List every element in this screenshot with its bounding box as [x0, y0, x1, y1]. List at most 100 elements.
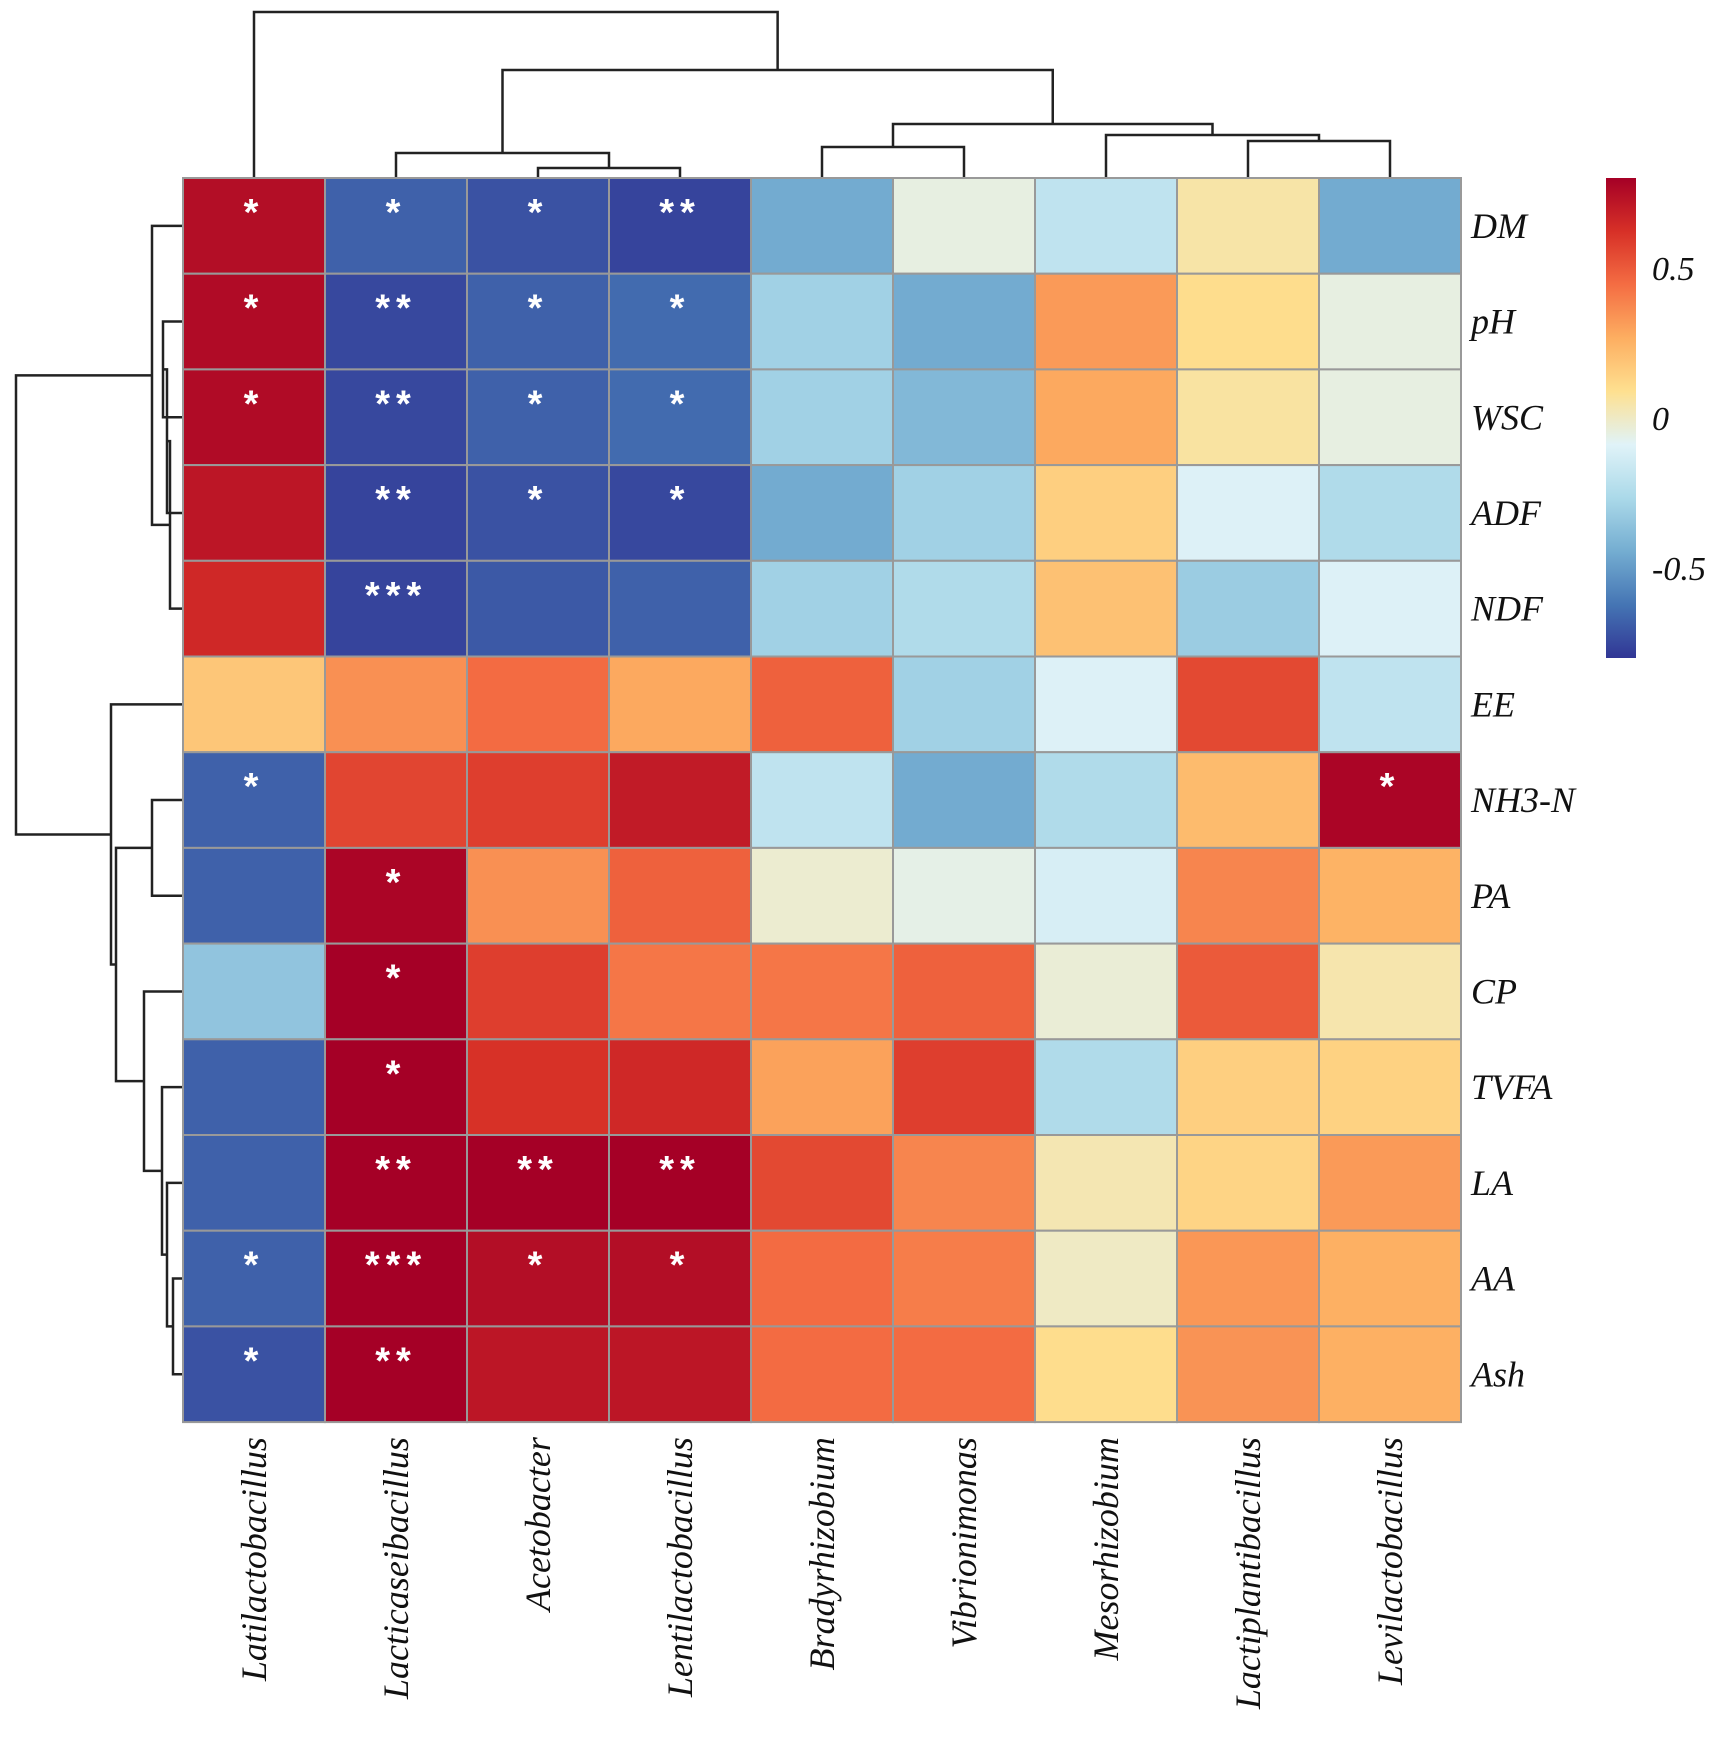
heatmap-cell — [608, 177, 752, 275]
heatmap-cell — [182, 1134, 326, 1232]
heatmap-cell — [324, 272, 468, 371]
row-label: WSC — [1471, 397, 1544, 437]
heatmap-cell — [1034, 464, 1178, 562]
heatmap-cell — [750, 1134, 894, 1232]
dendrogram-branch — [150, 798, 183, 897]
heatmap-cell — [892, 751, 1036, 849]
heatmap-cell — [1318, 1038, 1462, 1137]
heatmap-cell — [750, 368, 894, 467]
dendrogram-branch — [109, 703, 183, 966]
row-label: AA — [1469, 1259, 1516, 1299]
heatmap-cell — [182, 1038, 326, 1137]
heatmap-cell — [1318, 751, 1462, 849]
significance-marker: ** — [659, 192, 701, 234]
heatmap-cell — [608, 1229, 752, 1328]
heatmap-cell — [1318, 464, 1462, 562]
dendrogram-branch — [536, 166, 682, 178]
dendrogram-branch — [160, 1085, 183, 1256]
heatmap-cell — [466, 368, 610, 467]
heatmap-cell — [466, 942, 610, 1041]
heatmap-cell — [1176, 846, 1320, 945]
dendrogram-branch — [14, 374, 152, 836]
significance-marker: * — [670, 288, 691, 330]
dendrogram-branch — [142, 990, 183, 1173]
heatmap-cell — [750, 942, 894, 1041]
heatmap-cell — [466, 1325, 610, 1424]
column-labels: Latilactobacillus Lacticaseibacillus Aceto… — [234, 1436, 1410, 1710]
row-label: NH3-N — [1470, 780, 1577, 820]
heatmap-cell — [466, 751, 610, 849]
heatmap-cell — [182, 1325, 326, 1424]
heatmap-cell — [750, 655, 894, 754]
heatmap-cell — [324, 1325, 468, 1424]
heatmap-cell — [182, 846, 326, 945]
heatmap-cell — [466, 1229, 610, 1328]
heatmap-cell — [892, 1134, 1036, 1232]
heatmap-cell — [750, 272, 894, 371]
heatmap-cell — [608, 1325, 752, 1424]
significance-marker: * — [244, 1340, 265, 1382]
significance-markers: * * * *** ** * ** ** * *** * ***** ****** ** *** *** * **… — [244, 192, 1395, 1382]
dendrogram-branch — [171, 1277, 183, 1376]
significance-marker: * — [244, 766, 265, 808]
column-label: Mesorhizobium — [1086, 1437, 1126, 1661]
heatmap-cell — [1318, 272, 1462, 371]
heatmap-cell — [892, 559, 1036, 658]
dendrogram-branch — [165, 1181, 183, 1328]
significance-marker: ** — [375, 479, 417, 521]
significance-marker: ** — [375, 1340, 417, 1382]
row-label: EE — [1470, 684, 1515, 724]
heatmap-cell — [1034, 942, 1178, 1041]
column-label: Levilactobacillus — [1370, 1437, 1410, 1686]
heatmap-cell — [1034, 1134, 1178, 1232]
significance-marker: * — [386, 192, 407, 234]
heatmap-cell — [1176, 942, 1320, 1041]
heatmap-cell — [750, 1229, 894, 1328]
heatmap-cell — [608, 751, 752, 849]
significance-marker: ** — [517, 1149, 559, 1191]
heatmap-cell — [750, 1038, 894, 1137]
significance-marker: * — [528, 192, 549, 234]
row-label: TVFA — [1471, 1067, 1553, 1107]
heatmap-cell — [892, 655, 1036, 754]
significance-marker: * — [670, 1245, 691, 1287]
heatmap-cell — [1176, 464, 1320, 562]
heatmap-cell — [1034, 368, 1178, 467]
heatmap-cell — [1318, 655, 1462, 754]
heatmap-cell — [324, 655, 468, 754]
row-dendrogram — [14, 224, 183, 1376]
color-legend: 0.5 0 -0.5 — [1606, 178, 1706, 658]
dendrogram-branch — [163, 368, 183, 515]
heatmap-cell — [466, 464, 610, 562]
heatmap-cell — [608, 272, 752, 371]
heatmap-cell — [182, 655, 326, 754]
heatmap-cell — [1034, 559, 1178, 658]
heatmap-cell — [750, 177, 894, 275]
heatmap-cell — [608, 559, 752, 658]
significance-marker: *** — [365, 575, 427, 617]
heatmap-cell — [182, 751, 326, 849]
color-legend-tick-label: 0.5 — [1652, 251, 1695, 288]
heatmap-cell — [608, 942, 752, 1041]
heatmap-cell — [182, 559, 326, 658]
heatmap-cell — [892, 1038, 1036, 1137]
heatmap-cell — [324, 1229, 468, 1328]
heatmap-cell — [608, 846, 752, 945]
heatmap-cell — [1034, 1038, 1178, 1137]
heatmap-cell — [892, 1325, 1036, 1424]
heatmap-cell — [324, 464, 468, 562]
dendrogram-branch — [394, 151, 611, 178]
heatmap-cell — [1034, 846, 1178, 945]
heatmap-cell — [1318, 559, 1462, 658]
column-label: Lactiplantibacillus — [1228, 1437, 1268, 1710]
dendrogram-branch — [114, 846, 152, 1083]
significance-marker: * — [244, 288, 265, 330]
dendrogram-branch — [820, 145, 966, 178]
heatmap-cell — [892, 177, 1036, 275]
heatmap-cell — [466, 272, 610, 371]
heatmap-cell — [892, 272, 1036, 371]
color-legend-bar — [1606, 178, 1636, 658]
heatmap-cell — [1176, 1325, 1320, 1424]
significance-marker: * — [528, 479, 549, 521]
heatmap-cell — [1318, 1229, 1462, 1328]
